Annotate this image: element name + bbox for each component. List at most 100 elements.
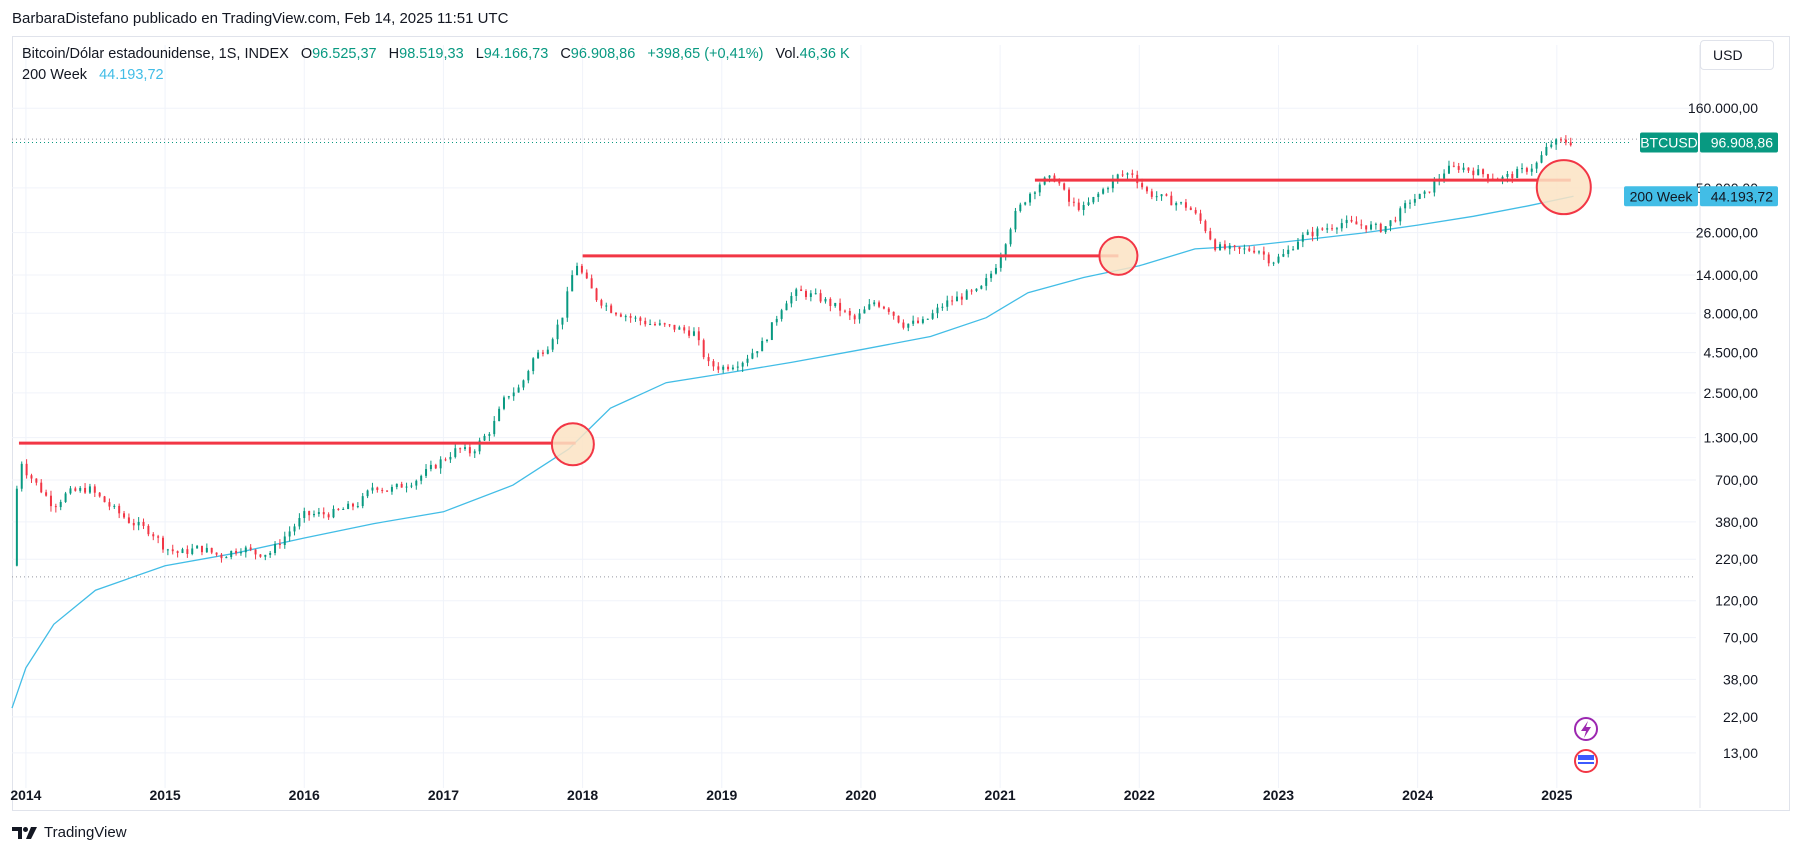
y-tick-label: 38,00: [1723, 671, 1758, 687]
price-candle-body: [955, 296, 958, 302]
volume-value: 46,36 K: [799, 46, 850, 62]
price-candle-body: [819, 293, 822, 302]
price-candle-body: [332, 508, 335, 518]
price-candle-body: [994, 267, 997, 274]
price-candle-body: [1394, 220, 1397, 222]
price-candle-body: [464, 447, 467, 450]
price-candle-body: [337, 508, 340, 510]
price-candle-body: [176, 551, 179, 553]
footer: TradingView: [12, 824, 127, 841]
btcusd-badge-value-bg: [1700, 132, 1778, 153]
symbol-title[interactable]: Bitcoin/Dólar estadounidense, 1S, INDEX: [22, 46, 289, 62]
price-candle-body: [697, 331, 700, 341]
price-candle-body: [615, 312, 618, 315]
price-candle-body: [98, 492, 101, 497]
tradingview-logo-icon[interactable]: [12, 826, 38, 840]
currency-button[interactable]: USD: [1700, 40, 1774, 70]
footer-brand[interactable]: TradingView: [44, 824, 127, 841]
price-candle-body: [152, 534, 155, 537]
price-candle-body: [644, 320, 647, 325]
price-candle-body: [1199, 213, 1202, 221]
price-candle-body: [88, 486, 91, 493]
price-candle-body: [1535, 162, 1538, 169]
price-candle-body: [829, 298, 832, 307]
close-label: C: [560, 46, 571, 62]
open-value: 96.525,37: [312, 46, 377, 62]
price-candle-body: [795, 289, 798, 296]
price-axis: 160.000,0050.000,0026.000,0014.000,008.0…: [1688, 100, 1758, 761]
price-candle-body: [308, 511, 311, 516]
price-candle-body: [278, 543, 281, 546]
price-candle-body: [1569, 142, 1572, 146]
y-tick-label: 8.000,00: [1704, 305, 1759, 321]
price-candle-body: [1257, 251, 1260, 253]
price-candle-body: [1379, 223, 1382, 233]
price-candle-body: [454, 448, 457, 457]
low-value: 94.166,73: [483, 46, 549, 62]
price-candle-body: [1399, 208, 1402, 222]
high-value: 98.519,33: [399, 46, 464, 62]
price-candle-body: [590, 278, 593, 289]
price-candle-body: [1024, 202, 1027, 205]
price-candle-body: [162, 537, 165, 550]
price-candle-body: [366, 490, 369, 497]
price-candle-body: [347, 503, 350, 510]
price-candle-body: [653, 324, 656, 326]
price-candle-body: [1204, 220, 1207, 232]
price-badges: BTCUSD 96.908,86 200 Week 44.193,72: [1624, 132, 1778, 207]
price-candle-body: [843, 310, 846, 312]
price-candle-body: [1301, 234, 1304, 242]
y-tick-label: 22,00: [1723, 709, 1758, 725]
price-candle-body: [200, 545, 203, 553]
ma-badge-label-bg: [1624, 186, 1698, 207]
time-axis: 2014 2015 2016 2017 2018 2019 2020 2021 2022 2023…: [10, 787, 1572, 803]
ma-label[interactable]: 200 Week: [22, 67, 88, 83]
price-candle-body: [210, 547, 213, 553]
price-candle-body: [298, 518, 301, 527]
price-candle-body: [1150, 191, 1153, 197]
price-candle-body: [376, 487, 379, 490]
price-candle-body: [1233, 245, 1236, 247]
price-candle-body: [274, 543, 277, 554]
price-candle-body: [537, 352, 540, 359]
price-candle-body: [1345, 219, 1348, 224]
price-candle-body: [1068, 189, 1071, 202]
price-candle-body: [93, 486, 96, 493]
price-candle-body: [468, 447, 471, 454]
price-candle-body: [1004, 244, 1007, 257]
price-candle-body: [605, 305, 608, 307]
price-candle-body: [824, 298, 827, 302]
price-candle-body: [532, 358, 535, 372]
price-candle-body: [741, 362, 744, 367]
price-candle-body: [1243, 248, 1246, 250]
price-candle-body: [264, 554, 267, 557]
moving-average-layer: [11, 195, 1574, 709]
price-candle-body: [1170, 195, 1173, 206]
price-candle-body: [736, 366, 739, 368]
price-candle-body: [108, 502, 111, 507]
price-candle-body: [59, 501, 62, 508]
price-candle-body: [1155, 196, 1158, 198]
price-candle-body: [541, 352, 544, 354]
price-candle-body: [84, 487, 87, 493]
price-candle-body: [1131, 173, 1134, 175]
price-candle-body: [473, 451, 476, 454]
price-candle-body: [1029, 193, 1032, 203]
price-candle-body: [157, 536, 160, 538]
price-candle-body: [610, 305, 613, 313]
price-candle-body: [259, 554, 262, 557]
price-candle-body: [1014, 210, 1017, 230]
price-candle-body: [868, 304, 871, 310]
price-candle-body: [873, 302, 876, 305]
price-candle-body: [25, 463, 28, 476]
price-candle-body: [1121, 174, 1124, 176]
price-candle-body: [1516, 168, 1519, 178]
price-candle-body: [434, 464, 437, 469]
price-candle-body: [576, 265, 579, 276]
price-candle-body: [946, 300, 949, 307]
price-candle-body: [1418, 193, 1421, 199]
price-candle-body: [1277, 256, 1280, 263]
y-tick-label: 380,00: [1715, 514, 1758, 530]
price-candle-body: [902, 322, 905, 328]
